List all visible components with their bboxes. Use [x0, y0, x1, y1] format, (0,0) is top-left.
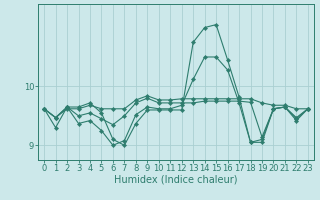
- X-axis label: Humidex (Indice chaleur): Humidex (Indice chaleur): [114, 175, 238, 185]
